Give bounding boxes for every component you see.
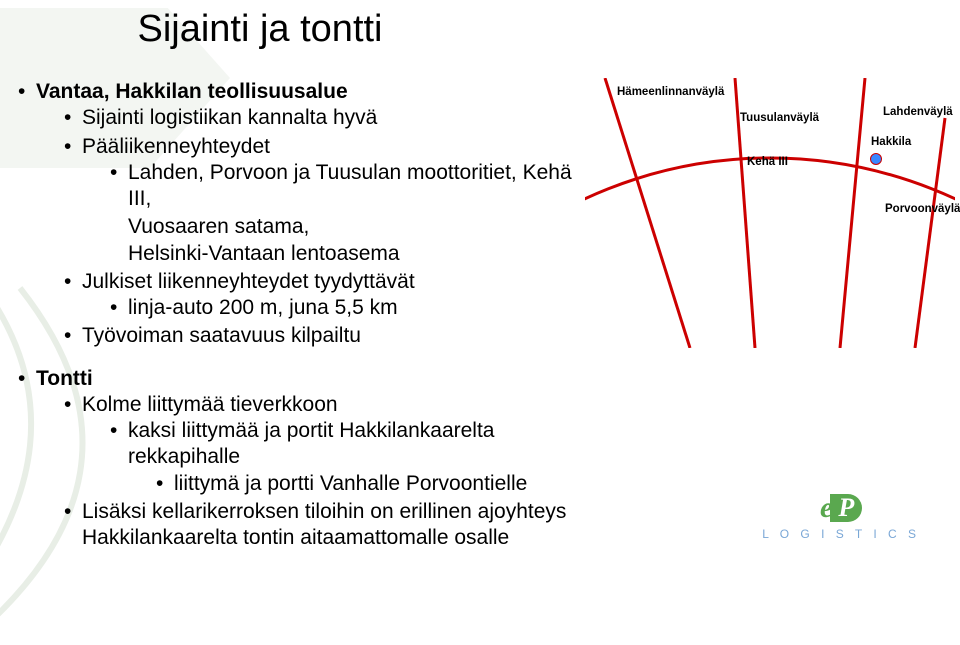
bullet-julkiset: Julkiset liikenneyhteydet tyydyttävät [82,270,415,293]
road-diagram: Hämeenlinnanväylä Tuusulanväylä Kehä III… [585,78,955,348]
bullet-sijainti: Sijainti logistiikan kannalta hyvä [64,105,590,131]
sub-liittyma: liittymä ja portti Vanhalle Porvoontiell… [156,471,590,497]
logo-tagline: L O G I S T I C S [762,527,920,541]
label-hakkila: Hakkila [871,136,911,148]
bullet-tyovoima: Työvoiman saatavuus kilpailtu [64,323,590,349]
section2-heading: Tontti [36,367,93,390]
page-title: Sijainti ja tontti [110,8,410,51]
label-keha: Kehä III [747,156,788,168]
logo: eP L O G I S T I C S [762,491,920,541]
sub-roads: Lahden, Porvoon ja Tuusulan moottoritiet… [110,160,590,213]
label-lahden: Lahdenväylä [883,106,953,118]
logo-p: P [830,494,862,522]
sub-vuosaaren: Vuosaaren satama, [82,214,590,240]
hakkila-dot-icon [870,153,882,165]
label-porvoon: Porvoonväylä [885,203,960,215]
content-column: Vantaa, Hakkilan teollisuusalue Sijainti… [0,51,590,555]
sub-kaksi: kaksi liittymää ja portit Hakkilankaarel… [128,419,494,468]
label-hameenlinna: Hämeenlinnanväylä [617,86,724,98]
section1-heading: Vantaa, Hakkilan teollisuusalue [36,80,348,103]
label-tuusula: Tuusulanväylä [740,112,819,124]
bullet-kolme: Kolme liittymää tieverkkoon [82,393,338,416]
sub-lentoasema: Helsinki-Vantaan lentoasema [82,241,590,267]
sub-linjaauto: linja-auto 200 m, juna 5,5 km [110,295,590,321]
bullet-kellari: Lisäksi kellarikerroksen tiloihin on eri… [64,499,590,552]
bullet-paaliikenneyhteydet: Pääliikenneyhteydet [82,135,270,158]
